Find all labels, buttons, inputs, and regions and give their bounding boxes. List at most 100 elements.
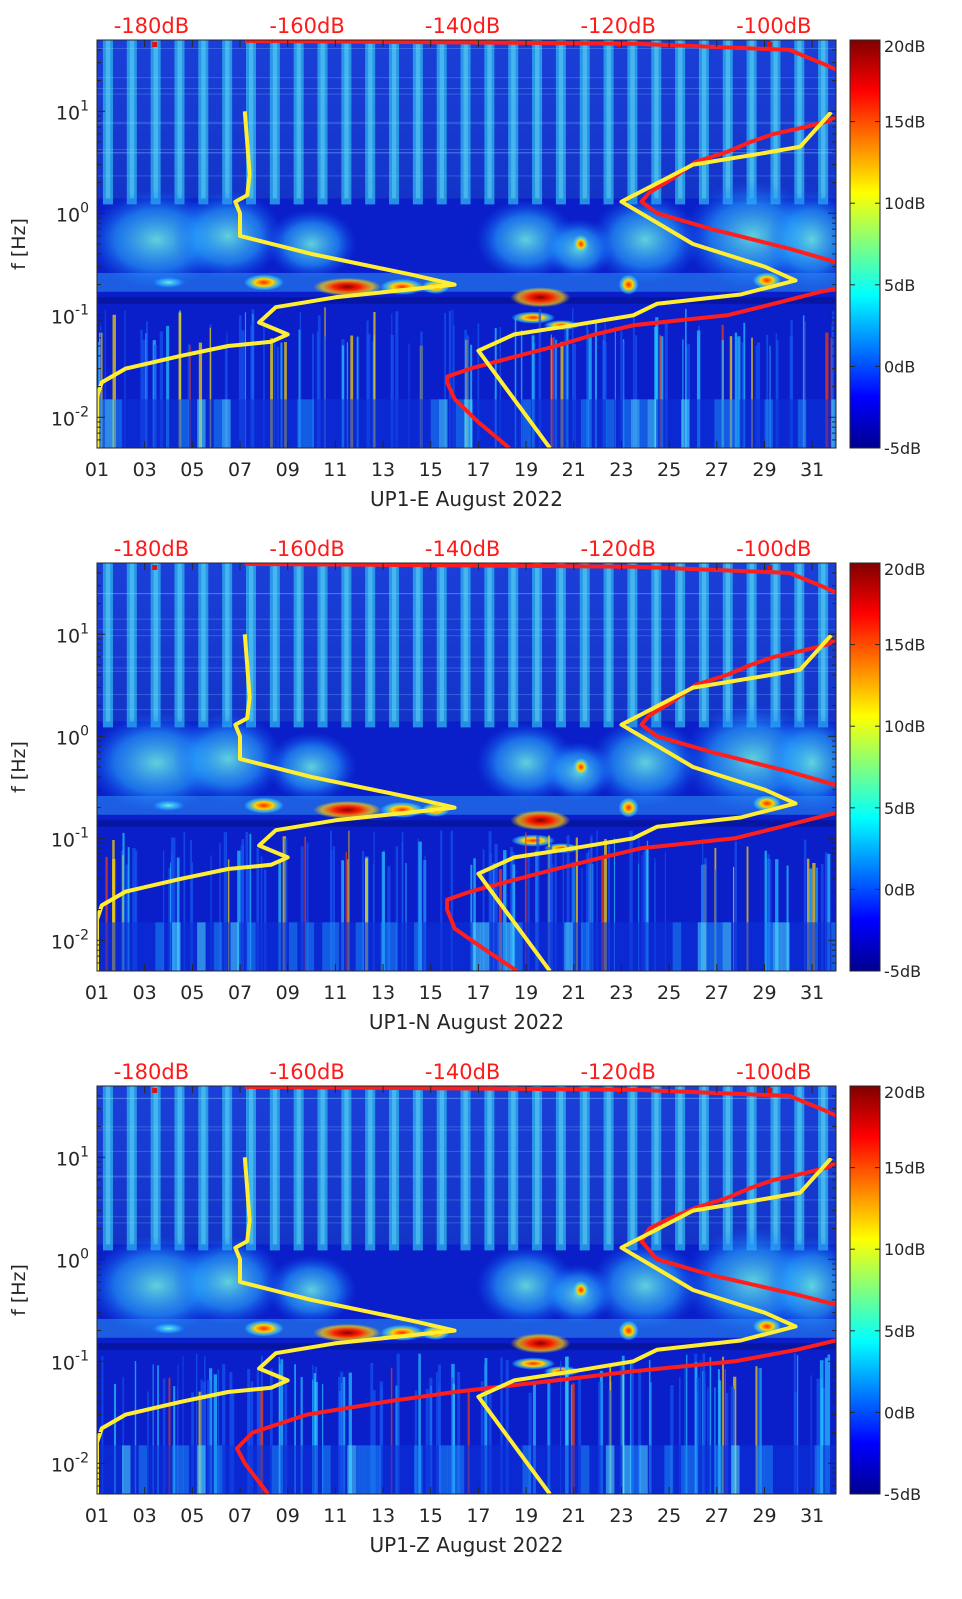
top-axis-label: -140dB	[425, 14, 500, 38]
top-axis-label: -120dB	[580, 14, 655, 38]
y-tick-label: 100	[56, 1246, 89, 1272]
x-tick-label: 15	[419, 459, 443, 481]
x-tick-label: 29	[752, 1505, 776, 1527]
x-tick-label: 15	[419, 982, 443, 1004]
x-tick-label: 25	[657, 1505, 681, 1527]
top-axis-label: -180dB	[114, 1060, 189, 1084]
x-tick-label: 05	[180, 459, 204, 481]
series-line-1	[244, 563, 836, 971]
top-axis-label: -180dB	[114, 537, 189, 561]
series-line-1	[235, 1086, 836, 1494]
x-tick-label: 13	[371, 982, 395, 1004]
x-tick-label: 05	[180, 982, 204, 1004]
x-tick-label: 07	[228, 1505, 252, 1527]
y-tick-label: 101	[56, 98, 89, 124]
y-tick-label: 101	[56, 621, 89, 647]
y-tick-label: 10-1	[51, 1348, 89, 1374]
x-tick-label: 03	[133, 459, 157, 481]
series-line-2	[97, 634, 457, 971]
x-tick-label: 01	[85, 1505, 109, 1527]
x-tick-label: 09	[276, 1505, 300, 1527]
colorbar	[849, 562, 881, 972]
y-axis-label: f [Hz]	[8, 741, 30, 793]
y-tick-label: 100	[56, 200, 89, 226]
y-axis-label: f [Hz]	[8, 218, 30, 270]
series-line-3	[476, 633, 833, 971]
top-axis-label: -140dB	[425, 537, 500, 561]
colorbar-tick-label: 15dB	[884, 1159, 926, 1178]
y-tick-label: 100	[56, 723, 89, 749]
x-tick-label: 23	[609, 459, 633, 481]
y-tick-label: 10-2	[51, 927, 89, 953]
x-axis-label: UP1-N August 2022	[369, 1010, 564, 1034]
y-axis-label: f [Hz]	[8, 1264, 30, 1316]
x-tick-label: 09	[276, 459, 300, 481]
colorbar-tick-label: 0dB	[884, 357, 915, 376]
colorbar	[849, 1085, 881, 1495]
x-tick-label: 03	[133, 982, 157, 1004]
x-tick-label: 27	[705, 1505, 729, 1527]
series-line-1	[244, 40, 836, 448]
spectrogram-image	[97, 563, 836, 971]
x-tick-label: 31	[800, 459, 824, 481]
series-line-2	[97, 111, 457, 448]
x-tick-label: 07	[228, 459, 252, 481]
colorbar-tick-label: 15dB	[884, 113, 926, 132]
x-axis-label: UP1-E August 2022	[370, 487, 563, 511]
colorbar-tick-label: 5dB	[884, 276, 915, 295]
x-tick-label: 19	[514, 1505, 538, 1527]
series-line-2	[97, 1157, 457, 1494]
x-tick-label: 23	[609, 982, 633, 1004]
x-tick-label: 21	[562, 459, 586, 481]
x-tick-label: 31	[800, 982, 824, 1004]
colorbar-tick-label: 15dB	[884, 636, 926, 655]
x-tick-label: 01	[85, 982, 109, 1004]
top-axis-label: -100dB	[736, 1060, 811, 1084]
x-tick-label: 29	[752, 982, 776, 1004]
x-tick-label: 21	[562, 1505, 586, 1527]
top-axis-label: -180dB	[114, 14, 189, 38]
spectrogram-panel-3: 01 03 05 07 09 11 13 15 17 19 21 23 25 27 29 31 101 100 10…	[8, 1060, 926, 1557]
colorbar-tick-label: 5dB	[884, 1322, 915, 1341]
x-tick-label: 21	[562, 982, 586, 1004]
top-axis-label: -140dB	[425, 1060, 500, 1084]
top-axis-label: -120dB	[580, 1060, 655, 1084]
colorbar-tick-label: -5dB	[884, 439, 921, 458]
x-tick-label: 19	[514, 459, 538, 481]
x-axis-label: UP1-Z August 2022	[370, 1533, 564, 1557]
y-tick-label: 10-2	[51, 1450, 89, 1476]
spectrogram-panel-2: 01 03 05 07 09 11 13 15 17 19 21 23 25 27 29 31 101 100 10…	[8, 537, 926, 1034]
y-tick-label: 10-2	[51, 404, 89, 430]
top-axis-label: -100dB	[736, 14, 811, 38]
x-tick-label: 31	[800, 1505, 824, 1527]
top-axis-label: -100dB	[736, 537, 811, 561]
x-tick-label: 01	[85, 459, 109, 481]
colorbar-tick-label: -5dB	[884, 1485, 921, 1504]
x-tick-label: 17	[466, 459, 490, 481]
x-tick-label: 03	[133, 1505, 157, 1527]
x-tick-label: 13	[371, 459, 395, 481]
colorbar-tick-label: 10dB	[884, 717, 926, 736]
x-tick-label: 29	[752, 459, 776, 481]
x-tick-label: 11	[323, 982, 347, 1004]
x-tick-label: 07	[228, 982, 252, 1004]
colorbar-tick-label: 10dB	[884, 194, 926, 213]
x-tick-label: 25	[657, 459, 681, 481]
x-tick-label: 11	[323, 459, 347, 481]
spectrogram-image	[97, 40, 836, 448]
top-axis-label: -160dB	[269, 537, 344, 561]
colorbar-tick-label: 0dB	[884, 1403, 915, 1422]
spectrogram-panel-1: 01 03 05 07 09 11 13 15 17 19 21 23 25 27 29 31 101 100 10…	[8, 14, 926, 511]
colorbar-tick-label: 20dB	[884, 560, 926, 579]
y-tick-label: 10-1	[51, 825, 89, 851]
x-tick-label: 05	[180, 1505, 204, 1527]
x-tick-label: 19	[514, 982, 538, 1004]
colorbar-tick-label: 5dB	[884, 799, 915, 818]
colorbar-tick-label: 0dB	[884, 880, 915, 899]
x-tick-label: 23	[609, 1505, 633, 1527]
x-tick-label: 15	[419, 1505, 443, 1527]
series-line-3	[476, 110, 833, 448]
y-tick-label: 10-1	[51, 302, 89, 328]
top-axis-label: -120dB	[580, 537, 655, 561]
